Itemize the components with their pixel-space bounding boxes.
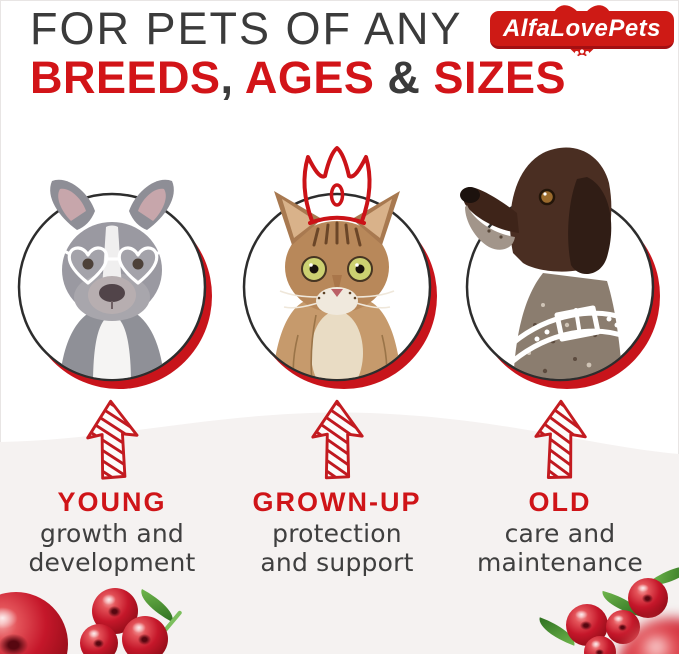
header: FOR PETS OF ANY BREEDS, AGES & SIZES Alf… [0, 0, 679, 110]
stage-label-old: OLD [528, 487, 592, 517]
cat-ears [274, 191, 400, 245]
young-dog-photo [17, 179, 212, 389]
logo-banner [490, 11, 674, 49]
title-word-breeds: BREEDS [30, 51, 221, 103]
stage-label-young: YOUNG [57, 487, 167, 517]
puppy-ears [50, 179, 174, 230]
arrow-up-icon [534, 399, 587, 479]
desc-line2: maintenance [477, 547, 643, 577]
desc-line1: care and [504, 519, 616, 548]
stage-description-grown-up: protection and support [227, 519, 447, 578]
brand-name: AlfaLovePets [502, 15, 662, 42]
old-dog-head [460, 147, 612, 275]
arrow-up-icon [311, 399, 364, 480]
title-line2: BREEDS, AGES & SIZES [30, 55, 566, 100]
stage-grown-up: GROWN-UP protection and support [227, 135, 447, 578]
stage-description-young: growth and development [2, 519, 222, 578]
page-title: FOR PETS OF ANY BREEDS, AGES & SIZES [30, 6, 566, 100]
paw-icon [574, 49, 590, 62]
desc-line1: growth and [40, 519, 184, 548]
title-ampersand: & [374, 51, 434, 103]
stage-label-grown-up: GROWN-UP [252, 487, 422, 517]
title-word-ages: AGES [244, 51, 375, 103]
desc-line2: and support [260, 547, 414, 577]
stage-young: YOUNG growth and development [2, 135, 222, 578]
desc-line1: protection [272, 519, 402, 548]
adult-cat-photo [242, 146, 437, 389]
collar-icon [510, 305, 630, 364]
crown-icon [302, 146, 372, 225]
title-line1: FOR PETS OF ANY [30, 3, 463, 54]
desc-line2: development [28, 547, 196, 577]
stage-old: OLD care and maintenance [450, 135, 670, 578]
title-word-sizes: SIZES [433, 51, 566, 103]
arrow-up-icon [86, 399, 139, 480]
title-comma: , [220, 51, 245, 103]
brand-logo: AlfaLovePets [490, 4, 674, 66]
stage-description-old: care and maintenance [450, 519, 670, 578]
old-dog-photo [460, 147, 660, 389]
